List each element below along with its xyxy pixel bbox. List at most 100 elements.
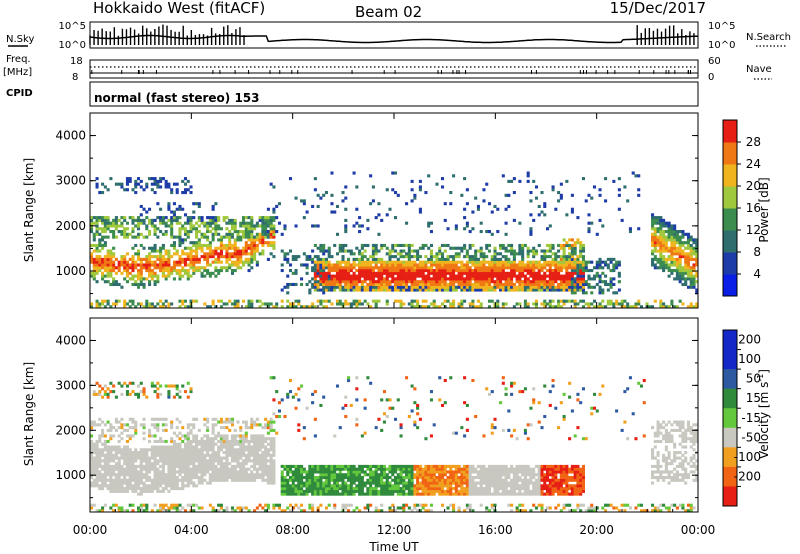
heatmap-cell: [302, 216, 306, 220]
heatmap-cell: [197, 243, 201, 248]
heatmap-cell: [253, 420, 257, 424]
heatmap-cell: [496, 305, 500, 309]
heatmap-cell: [637, 188, 641, 192]
heatmap-cell: [195, 459, 199, 463]
heatmap-cell: [125, 188, 129, 192]
heatmap-cell: [136, 282, 141, 287]
heatmap-cell: [349, 263, 353, 267]
heatmap-cell: [131, 235, 135, 239]
heatmap-cell: [211, 475, 215, 480]
heatmap-cell: [95, 263, 99, 267]
heatmap-cell: [272, 241, 276, 245]
heatmap-cell: [523, 274, 527, 278]
heatmap-cell: [269, 227, 273, 231]
heatmap-cell: [145, 459, 149, 463]
heatmap-cell: [103, 470, 107, 474]
heatmap-cell: [485, 230, 489, 234]
heatmap-cell: [396, 263, 400, 267]
heatmap-cell: [568, 280, 572, 284]
heatmap-cell: [128, 462, 132, 466]
heatmap-cell: [214, 437, 218, 441]
heatmap-cell: [103, 263, 107, 267]
heatmap-cell: [421, 271, 425, 275]
heatmap-cell: [681, 277, 685, 281]
heatmap-cell: [302, 199, 306, 203]
heatmap-cell: [172, 459, 176, 463]
heatmap-cell: [214, 227, 218, 231]
heatmap-cell: [217, 459, 221, 463]
heatmap-cell: [333, 243, 337, 248]
heatmap-cell: [313, 390, 317, 394]
heatmap-cell: [695, 274, 699, 278]
heatmap-cell: [159, 305, 163, 309]
heatmap-cell: [92, 459, 96, 463]
heatmap-cell: [678, 243, 682, 248]
heatmap-cell: [242, 445, 246, 449]
heatmap-cell: [145, 299, 149, 303]
heatmap-cell: [291, 481, 295, 485]
heatmap-cell: [684, 271, 688, 275]
heatmap-cell: [172, 277, 176, 281]
heatmap-cell: [311, 266, 315, 270]
heatmap-cell: [103, 442, 107, 446]
heatmap-cell: [183, 238, 188, 242]
heatmap-cell: [333, 492, 337, 496]
heatmap-cell: [109, 470, 113, 474]
heatmap-cell: [347, 475, 351, 480]
heatmap-cell: [139, 462, 143, 466]
heatmap-cell: [606, 302, 610, 306]
heatmap-cell: [117, 263, 121, 267]
heatmap-cell: [399, 285, 403, 289]
heatmap-cell: [570, 263, 574, 267]
heatmap-cell: [330, 280, 334, 284]
heatmap-cell: [269, 232, 273, 236]
heatmap-cell: [311, 257, 315, 261]
heatmap-cell: [288, 503, 293, 507]
heatmap-cell: [258, 456, 262, 460]
heatmap-cell: [164, 277, 168, 281]
heatmap-cell: [562, 302, 566, 306]
heatmap-cell: [156, 445, 160, 449]
heatmap-cell: [684, 269, 688, 273]
heatmap-cell: [297, 487, 301, 491]
heatmap-cell: [228, 252, 232, 256]
heatmap-cell: [269, 448, 273, 452]
heatmap-cell: [225, 451, 229, 455]
heatmap-cell: [244, 423, 248, 427]
heatmap-cell: [598, 277, 602, 281]
heatmap-cell: [197, 448, 201, 452]
heatmap-cell: [95, 249, 99, 253]
heatmap-cell: [391, 271, 395, 275]
heatmap-cell: [617, 280, 621, 284]
heatmap-cell: [266, 305, 270, 309]
heatmap-cell: [178, 448, 182, 452]
heatmap-cell: [291, 473, 295, 477]
heatmap-cell: [523, 288, 527, 292]
heatmap-cell: [327, 249, 331, 253]
heatmap-cell: [228, 467, 232, 471]
heatmap-cell: [148, 207, 152, 211]
heatmap-cell: [148, 448, 152, 452]
heatmap-cell: [139, 390, 143, 394]
heatmap-cell: [244, 420, 248, 424]
heatmap-cell: [225, 249, 229, 253]
heatmap-cell: [380, 263, 384, 267]
heatmap-cell: [476, 260, 480, 264]
heatmap-cell: [186, 426, 190, 430]
heatmap-cell: [92, 263, 96, 267]
heatmap-cell: [341, 255, 345, 259]
heatmap-cell: [601, 299, 605, 303]
heatmap-cell: [363, 271, 367, 275]
heatmap-cell: [656, 266, 660, 270]
heatmap-cell: [217, 260, 221, 264]
heatmap-cell: [347, 478, 351, 482]
heatmap-cell: [371, 285, 375, 289]
heatmap-cell: [142, 392, 146, 396]
heatmap-cell: [438, 246, 442, 250]
heatmap-cell: [335, 263, 340, 267]
heatmap-cell: [148, 475, 152, 480]
heatmap-cell: [675, 249, 679, 253]
heatmap-cell: [631, 305, 635, 309]
heatmap-cell: [471, 257, 475, 261]
heatmap-cell: [416, 271, 420, 275]
